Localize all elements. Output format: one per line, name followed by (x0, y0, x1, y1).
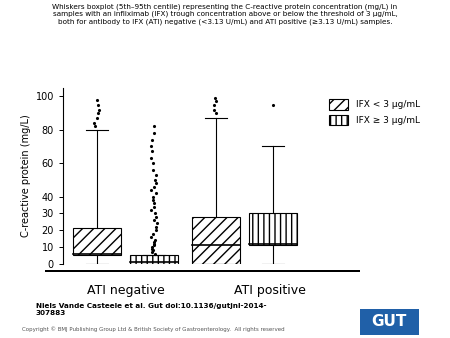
Y-axis label: C-reactive protein (mg/L): C-reactive protein (mg/L) (22, 114, 32, 237)
Text: GUT: GUT (372, 314, 407, 330)
Bar (192, 217, 240, 264)
Bar (249, 213, 297, 245)
Text: Copyright © BMJ Publishing Group Ltd & British Society of Gastroenterology.  All: Copyright © BMJ Publishing Group Ltd & B… (22, 326, 285, 332)
Bar (73, 228, 121, 255)
Text: Niels Vande Casteele et al. Gut doi:10.1136/gutjnl-2014-
307883: Niels Vande Casteele et al. Gut doi:10.1… (36, 303, 266, 315)
Legend: IFX < 3 μg/mL, IFX ≥ 3 μg/mL: IFX < 3 μg/mL, IFX ≥ 3 μg/mL (328, 99, 420, 125)
Text: ATI negative: ATI negative (87, 284, 165, 297)
Bar (130, 255, 178, 264)
Text: ATI positive: ATI positive (234, 284, 306, 297)
Text: Whiskers boxplot (5th–95th centile) representing the C-reactive protein concentr: Whiskers boxplot (5th–95th centile) repr… (53, 3, 397, 25)
